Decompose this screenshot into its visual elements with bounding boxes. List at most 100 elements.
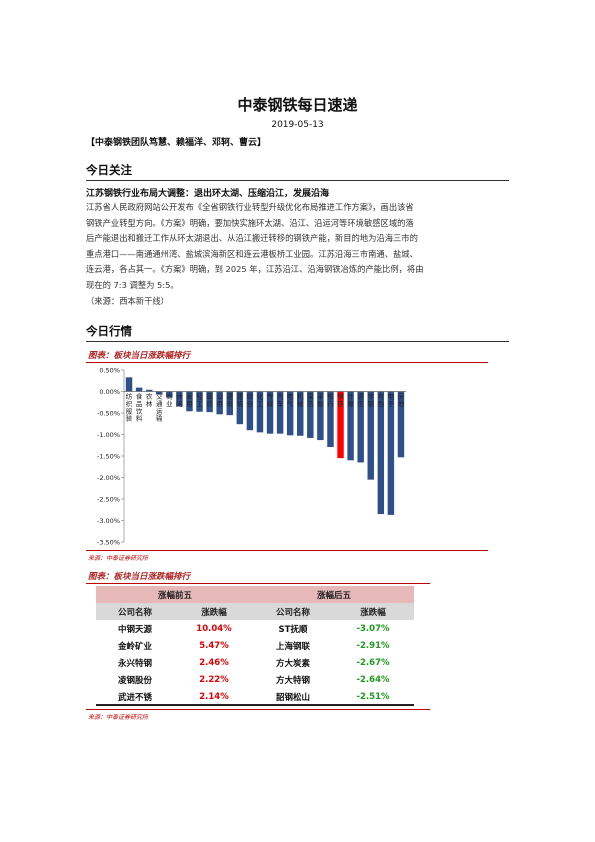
- gainer-name: 金岭矿业: [117, 641, 152, 652]
- loser-change: -2.64%: [356, 674, 390, 685]
- bar-6: [186, 391, 193, 412]
- gainer-name: 凌钢股份: [117, 675, 152, 686]
- gainer-change: 2.46%: [199, 657, 229, 668]
- bar-23: [357, 391, 364, 463]
- category-label: 交通运输: [156, 392, 163, 423]
- figure-bottom-line: [86, 550, 488, 551]
- bar-7: [196, 391, 203, 412]
- y-tick-label: 0.50%: [99, 367, 120, 375]
- category-label: 公用: [216, 393, 223, 408]
- bar-20: [327, 391, 334, 447]
- loser-change: -3.07%: [356, 623, 390, 634]
- table-source: 来源：中泰证券研究所: [88, 714, 149, 721]
- bar-0: [125, 377, 133, 392]
- category-label: 计算: [347, 392, 354, 408]
- bar-8: [206, 391, 213, 413]
- bar-4: [166, 391, 173, 398]
- bar-10: [226, 391, 233, 416]
- category-label: 综合: [247, 392, 254, 408]
- y-tick-label: -2.00%: [97, 474, 120, 482]
- y-tick-label: -1.50%: [97, 453, 120, 461]
- bar-11: [236, 391, 244, 425]
- category-label: 采掘: [317, 392, 324, 408]
- category-label: 房地: [398, 392, 405, 408]
- bar-25: [377, 391, 385, 515]
- table-row: 金岭矿业 5.47% 上海钢联 -2.91%: [96, 637, 414, 654]
- column-header: 涨跌幅: [332, 603, 414, 620]
- category-label: 轻工: [196, 392, 203, 408]
- gainer-name: 中钢天源: [117, 624, 152, 635]
- column-header: 公司名称: [254, 603, 332, 620]
- gainer-name: 武进不锈: [117, 692, 152, 703]
- table-row: 凌钢股份 2.22% 方大特钢 -2.64%: [96, 671, 414, 688]
- news-body-line: 现在的 7:3 调整为 5:5。: [86, 279, 179, 290]
- chart-source: 来源：中泰证券研究所: [88, 555, 149, 562]
- bar-1: [135, 387, 143, 392]
- bar-24: [367, 391, 374, 480]
- y-tick-label: 0.00%: [99, 388, 120, 396]
- bar-16: [286, 391, 294, 436]
- figure-title-underline: [86, 362, 488, 363]
- category-label: 钢铁: [337, 393, 344, 408]
- section-title-today-market: 今日行情: [86, 324, 132, 338]
- table-row: 永兴特钢 2.46% 方大炭素 -2.67%: [96, 654, 414, 671]
- bar-21: [337, 391, 344, 459]
- bar-15: [276, 391, 284, 434]
- figure-bottom-line: [86, 709, 430, 710]
- category-label: 国防: [307, 393, 314, 408]
- chart-figure-title: 图表：板块当日涨跌幅排行: [88, 351, 191, 361]
- y-tick-label: -0.50%: [97, 410, 120, 418]
- loser-name: ST抚顺: [278, 624, 308, 635]
- category-label: 化工: [257, 392, 264, 408]
- bar-9: [216, 391, 223, 415]
- category-label: 医药: [206, 393, 213, 408]
- bar-14: [266, 391, 274, 434]
- bar-3: [156, 391, 163, 395]
- loser-change: -2.51%: [356, 691, 390, 702]
- column-header: 公司名称: [96, 603, 174, 620]
- gainer-change: 2.14%: [199, 691, 229, 702]
- gainer-change: 10.04%: [196, 623, 232, 634]
- y-tick-label: -3.00%: [97, 517, 120, 525]
- section-divider: [86, 180, 509, 181]
- bar-19: [317, 391, 324, 441]
- y-tick-label: -1.00%: [97, 431, 120, 439]
- category-label: 汽车: [277, 392, 284, 408]
- table-bottom-border: [96, 704, 414, 706]
- rank-table-container: 涨幅前五 涨幅后五 公司名称 涨跌幅 公司名称 涨跌幅 中钢天源 10.04% …: [96, 586, 414, 705]
- category-label: 电气: [287, 392, 294, 408]
- category-label: 机械: [297, 392, 304, 408]
- y-tick-label: -2.50%: [97, 496, 120, 504]
- loser-name: 韶钢松山: [275, 692, 310, 703]
- news-body-line: 重点港口——南通通州湾、盐城滨海新区和连云港板桥工业园。江苏沿海三市南通、盐城、: [86, 248, 418, 259]
- table-row: 中钢天源 10.04% ST抚顺 -3.07%: [96, 620, 414, 637]
- category-label: 纺织服装: [126, 392, 133, 423]
- category-label: 通信: [357, 392, 364, 408]
- news-source: （来源：西本新干线）: [86, 296, 169, 306]
- category-label: 建筑: [237, 392, 244, 408]
- bar-17: [297, 391, 304, 436]
- category-label: 家用: [186, 392, 193, 408]
- news-body: 江苏省人民政府网站公开发布《全省钢铁行业转型升级优化布局推进工作方案》，画出该省…: [86, 200, 509, 294]
- column-header: 涨跌幅: [174, 603, 254, 620]
- category-label: 银行: [327, 392, 334, 408]
- gainer-name: 永兴特钢: [117, 658, 152, 669]
- category-label: 休闲: [176, 392, 183, 408]
- document-date: 2019-05-13: [271, 120, 324, 130]
- rank-table: 涨幅前五 涨幅后五 公司名称 涨跌幅 公司名称 涨跌幅 中钢天源 10.04% …: [96, 586, 414, 705]
- table-figure-title: 图表：板块当日涨跌幅排行: [88, 572, 191, 582]
- news-body-line: 江苏省人民政府网站公开发布《全省钢铁行业转型升级优化布局推进工作方案》，画出该省: [86, 202, 414, 212]
- loser-change: -2.91%: [356, 640, 390, 651]
- category-label: 食品饮料: [136, 392, 143, 423]
- news-headline: 江苏钢铁行业布局大调整：退出环太湖、压缩沿江，发展沿海: [86, 189, 330, 199]
- section-divider: [86, 341, 509, 342]
- news-body-line: 钢铁产业转型方向。《方案》明确，要加快实施环太湖、沿江、沿运河等环境敏感区域的落: [86, 217, 414, 228]
- loser-change: -2.67%: [356, 657, 390, 668]
- gainer-change: 2.22%: [199, 674, 229, 685]
- bar-12: [246, 391, 254, 431]
- table-row: 武进不锈 2.14% 韶钢松山 -2.51%: [96, 688, 414, 705]
- category-label: 非银: [368, 392, 375, 408]
- sector-change-bar-chart: 0.50% 0.00% -0.50% -1.00% -1.50% -2.00% -2.50%…: [97, 367, 406, 547]
- loser-name: 方大特钢: [275, 675, 310, 686]
- author-line: 【中泰钢铁团队笃慧、赖福洋、邓轲、曹云】: [86, 138, 267, 148]
